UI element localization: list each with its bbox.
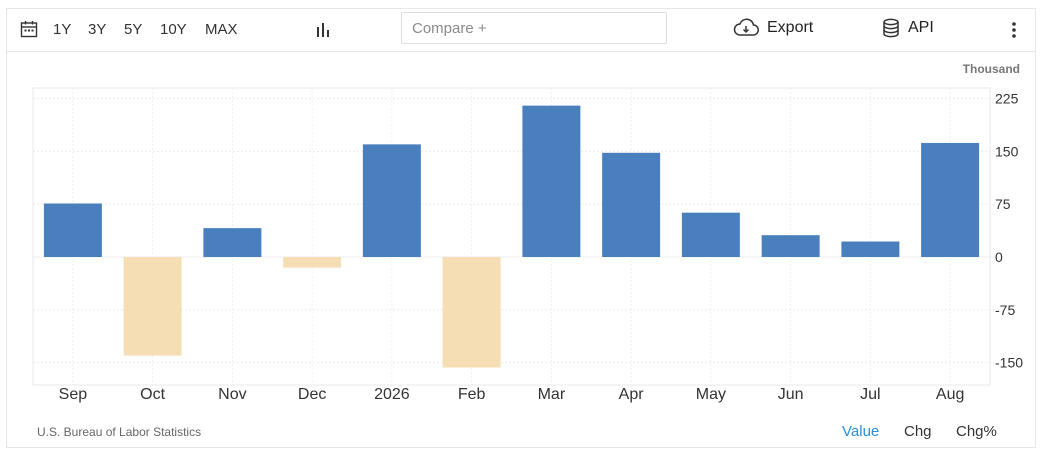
- bar-nov[interactable]: [203, 228, 262, 257]
- x-tick-label: May: [696, 386, 726, 403]
- bar-jul[interactable]: [841, 241, 900, 257]
- x-tick-label: Sep: [59, 386, 88, 403]
- bar-mar[interactable]: [522, 105, 581, 257]
- x-tick-label: Feb: [458, 386, 486, 403]
- bar-sep[interactable]: [43, 203, 102, 257]
- bar-may[interactable]: [681, 212, 740, 257]
- compare-input[interactable]: [401, 12, 667, 44]
- range-10y-button[interactable]: 10Y: [160, 21, 187, 38]
- x-axis-labels: Sep Oct Nov Dec 2026 Feb Mar Apr May Jun Jul Aug: [59, 386, 965, 403]
- api-label: API: [908, 19, 934, 36]
- chart-grid: [32, 87, 996, 386]
- export-button[interactable]: Export: [733, 18, 813, 38]
- calendar-icon[interactable]: [20, 20, 38, 38]
- api-button[interactable]: API: [882, 18, 934, 38]
- x-tick-label: Oct: [140, 386, 165, 403]
- x-tick-label: 2026: [374, 386, 410, 403]
- x-tick-label: Nov: [218, 386, 246, 403]
- bar-apr[interactable]: [602, 152, 661, 257]
- y-tick-label: 0: [995, 249, 1003, 265]
- cloud-download-icon: [733, 18, 759, 36]
- range-3y-button[interactable]: 3Y: [88, 21, 107, 38]
- x-tick-label: Dec: [298, 386, 326, 403]
- unit-label: Thousand: [962, 62, 1020, 76]
- bar-oct[interactable]: [123, 257, 182, 356]
- mode-chg-button[interactable]: Chg: [904, 423, 932, 440]
- x-tick-label: Mar: [538, 386, 566, 403]
- chart-bars: [43, 105, 980, 368]
- y-tick-label: 150: [995, 143, 1019, 159]
- export-label: Export: [767, 19, 814, 36]
- bar-feb[interactable]: [442, 257, 501, 368]
- y-tick-label: -150: [995, 355, 1023, 371]
- bar-jun[interactable]: [761, 235, 820, 257]
- x-tick-label: Apr: [619, 386, 645, 403]
- y-axis-labels: 225 150 75 0 -75 -150: [995, 91, 1023, 371]
- range-5y-button[interactable]: 5Y: [124, 21, 143, 38]
- mode-value-button[interactable]: Value: [842, 423, 880, 440]
- bar-2026[interactable]: [362, 144, 421, 257]
- mode-chg-pct-button[interactable]: Chg%: [956, 423, 997, 440]
- chart-widget: [6, 8, 1036, 448]
- plot-area: [32, 87, 991, 386]
- range-max-button[interactable]: MAX: [205, 21, 238, 38]
- x-tick-label: Jun: [778, 386, 804, 403]
- chart-toolbar: 1Y 3Y 5Y 10Y MAX Export API: [6, 8, 1036, 52]
- range-1y-button[interactable]: 1Y: [53, 21, 72, 38]
- database-icon: [883, 18, 899, 38]
- bar-aug[interactable]: [921, 142, 980, 257]
- x-tick-label: Aug: [936, 386, 964, 403]
- source-label: U.S. Bureau of Labor Statistics: [37, 425, 202, 439]
- more-options-icon[interactable]: [1009, 21, 1019, 39]
- y-tick-label: -75: [995, 302, 1015, 318]
- bar-chart-icon[interactable]: [314, 21, 332, 39]
- y-tick-label: 225: [995, 91, 1019, 107]
- x-tick-label: Jul: [860, 386, 880, 403]
- y-tick-label: 75: [995, 196, 1011, 212]
- bar-dec[interactable]: [283, 257, 342, 268]
